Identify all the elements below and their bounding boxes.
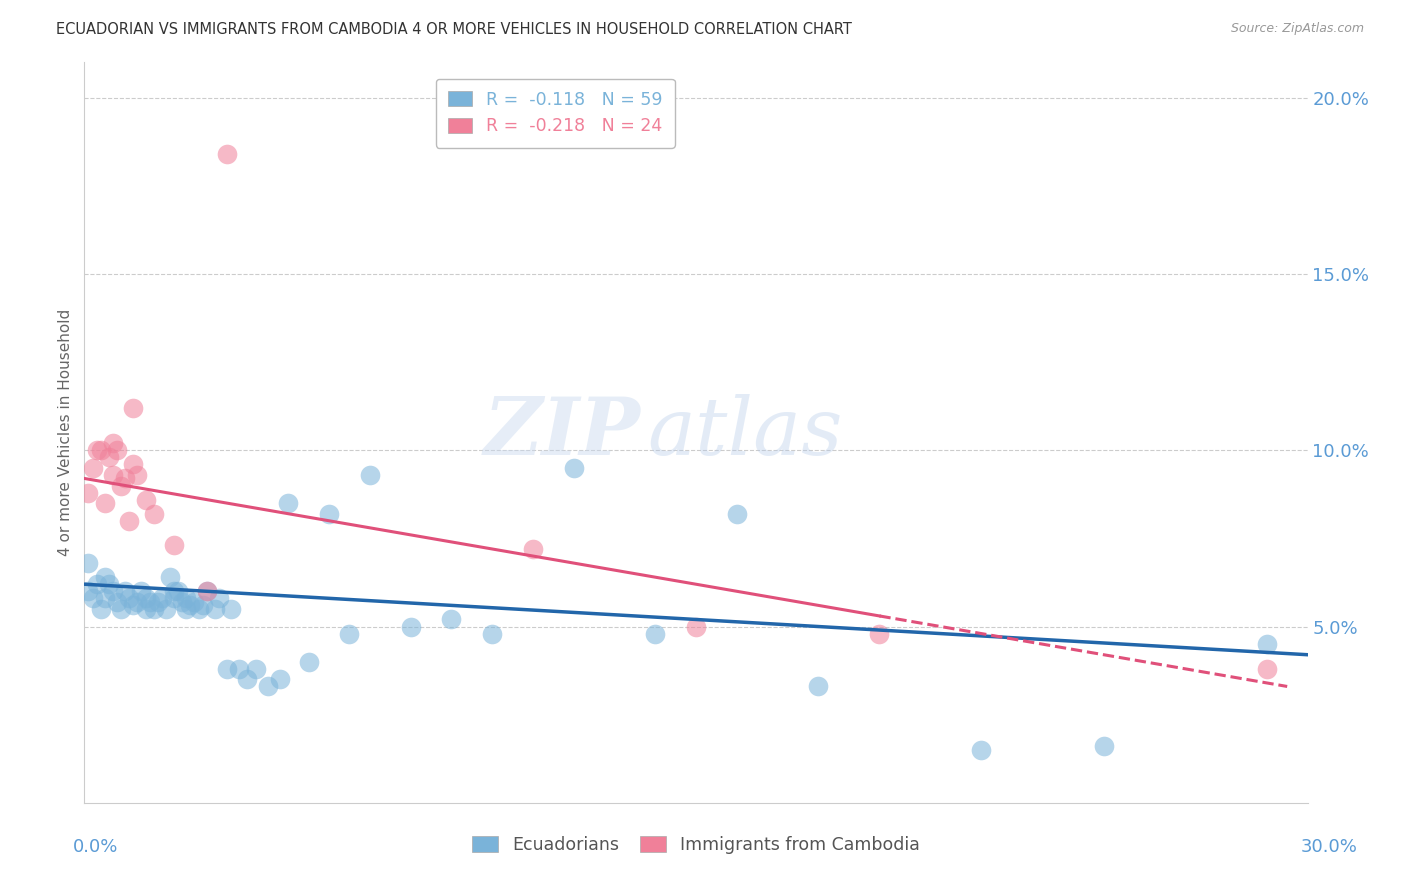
Legend: Ecuadorians, Immigrants from Cambodia: Ecuadorians, Immigrants from Cambodia — [465, 829, 927, 861]
Point — [138, 595, 160, 609]
Point — [82, 591, 104, 606]
Point — [257, 680, 280, 694]
Point — [118, 591, 141, 606]
Text: ZIP: ZIP — [484, 394, 641, 471]
Point — [191, 599, 214, 613]
Point — [219, 602, 242, 616]
Point — [685, 619, 707, 633]
Text: atlas: atlas — [647, 394, 842, 471]
Point — [122, 401, 145, 415]
Point — [174, 602, 197, 616]
Point — [208, 591, 231, 606]
Point — [131, 584, 153, 599]
Point — [105, 595, 128, 609]
Point — [195, 584, 218, 599]
Point — [163, 538, 186, 552]
Point — [159, 570, 181, 584]
Point — [110, 478, 132, 492]
Point — [1256, 637, 1278, 651]
Point — [90, 443, 112, 458]
Point — [93, 570, 115, 584]
Point — [101, 436, 124, 450]
Text: 30.0%: 30.0% — [1301, 838, 1357, 856]
Point — [135, 591, 157, 606]
Point — [204, 602, 226, 616]
Point — [155, 602, 177, 616]
Point — [118, 514, 141, 528]
Point — [135, 602, 157, 616]
Point — [122, 599, 145, 613]
Point — [183, 595, 205, 609]
Point — [644, 626, 666, 640]
Point — [86, 443, 108, 458]
Point — [277, 496, 299, 510]
Point — [127, 467, 149, 482]
Y-axis label: 4 or more Vehicles in Household: 4 or more Vehicles in Household — [58, 309, 73, 557]
Text: 0.0%: 0.0% — [73, 838, 118, 856]
Point — [142, 507, 165, 521]
Point — [228, 662, 250, 676]
Point — [97, 450, 120, 465]
Point — [146, 595, 169, 609]
Point — [359, 467, 381, 482]
Point — [101, 467, 124, 482]
Point — [217, 662, 239, 676]
Point — [97, 577, 120, 591]
Point — [90, 602, 112, 616]
Point — [167, 584, 190, 599]
Text: ECUADORIAN VS IMMIGRANTS FROM CAMBODIA 4 OR MORE VEHICLES IN HOUSEHOLD CORRELATI: ECUADORIAN VS IMMIGRANTS FROM CAMBODIA 4… — [56, 22, 852, 37]
Point — [142, 602, 165, 616]
Point — [77, 556, 100, 570]
Point — [807, 680, 830, 694]
Point — [562, 461, 585, 475]
Point — [440, 612, 463, 626]
Text: Source: ZipAtlas.com: Source: ZipAtlas.com — [1230, 22, 1364, 36]
Point — [522, 541, 544, 556]
Point — [1256, 662, 1278, 676]
Point — [187, 602, 209, 616]
Point — [725, 507, 748, 521]
Point — [217, 147, 239, 161]
Point — [869, 626, 891, 640]
Point — [150, 591, 173, 606]
Point — [970, 743, 993, 757]
Point — [110, 602, 132, 616]
Point — [114, 471, 136, 485]
Point — [114, 584, 136, 599]
Point — [172, 595, 194, 609]
Point — [339, 626, 361, 640]
Point — [236, 673, 259, 687]
Point — [77, 485, 100, 500]
Point — [1092, 739, 1115, 754]
Point — [135, 492, 157, 507]
Point — [122, 458, 145, 472]
Point — [399, 619, 422, 633]
Point — [86, 577, 108, 591]
Point — [101, 584, 124, 599]
Point — [82, 461, 104, 475]
Point — [318, 507, 340, 521]
Point — [245, 662, 267, 676]
Point — [105, 443, 128, 458]
Point — [179, 599, 201, 613]
Point — [298, 655, 321, 669]
Point — [93, 496, 115, 510]
Point — [481, 626, 503, 640]
Point — [163, 591, 186, 606]
Point — [195, 584, 218, 599]
Point — [174, 591, 197, 606]
Point — [77, 584, 100, 599]
Point — [127, 595, 149, 609]
Point — [163, 584, 186, 599]
Point — [93, 591, 115, 606]
Point — [269, 673, 291, 687]
